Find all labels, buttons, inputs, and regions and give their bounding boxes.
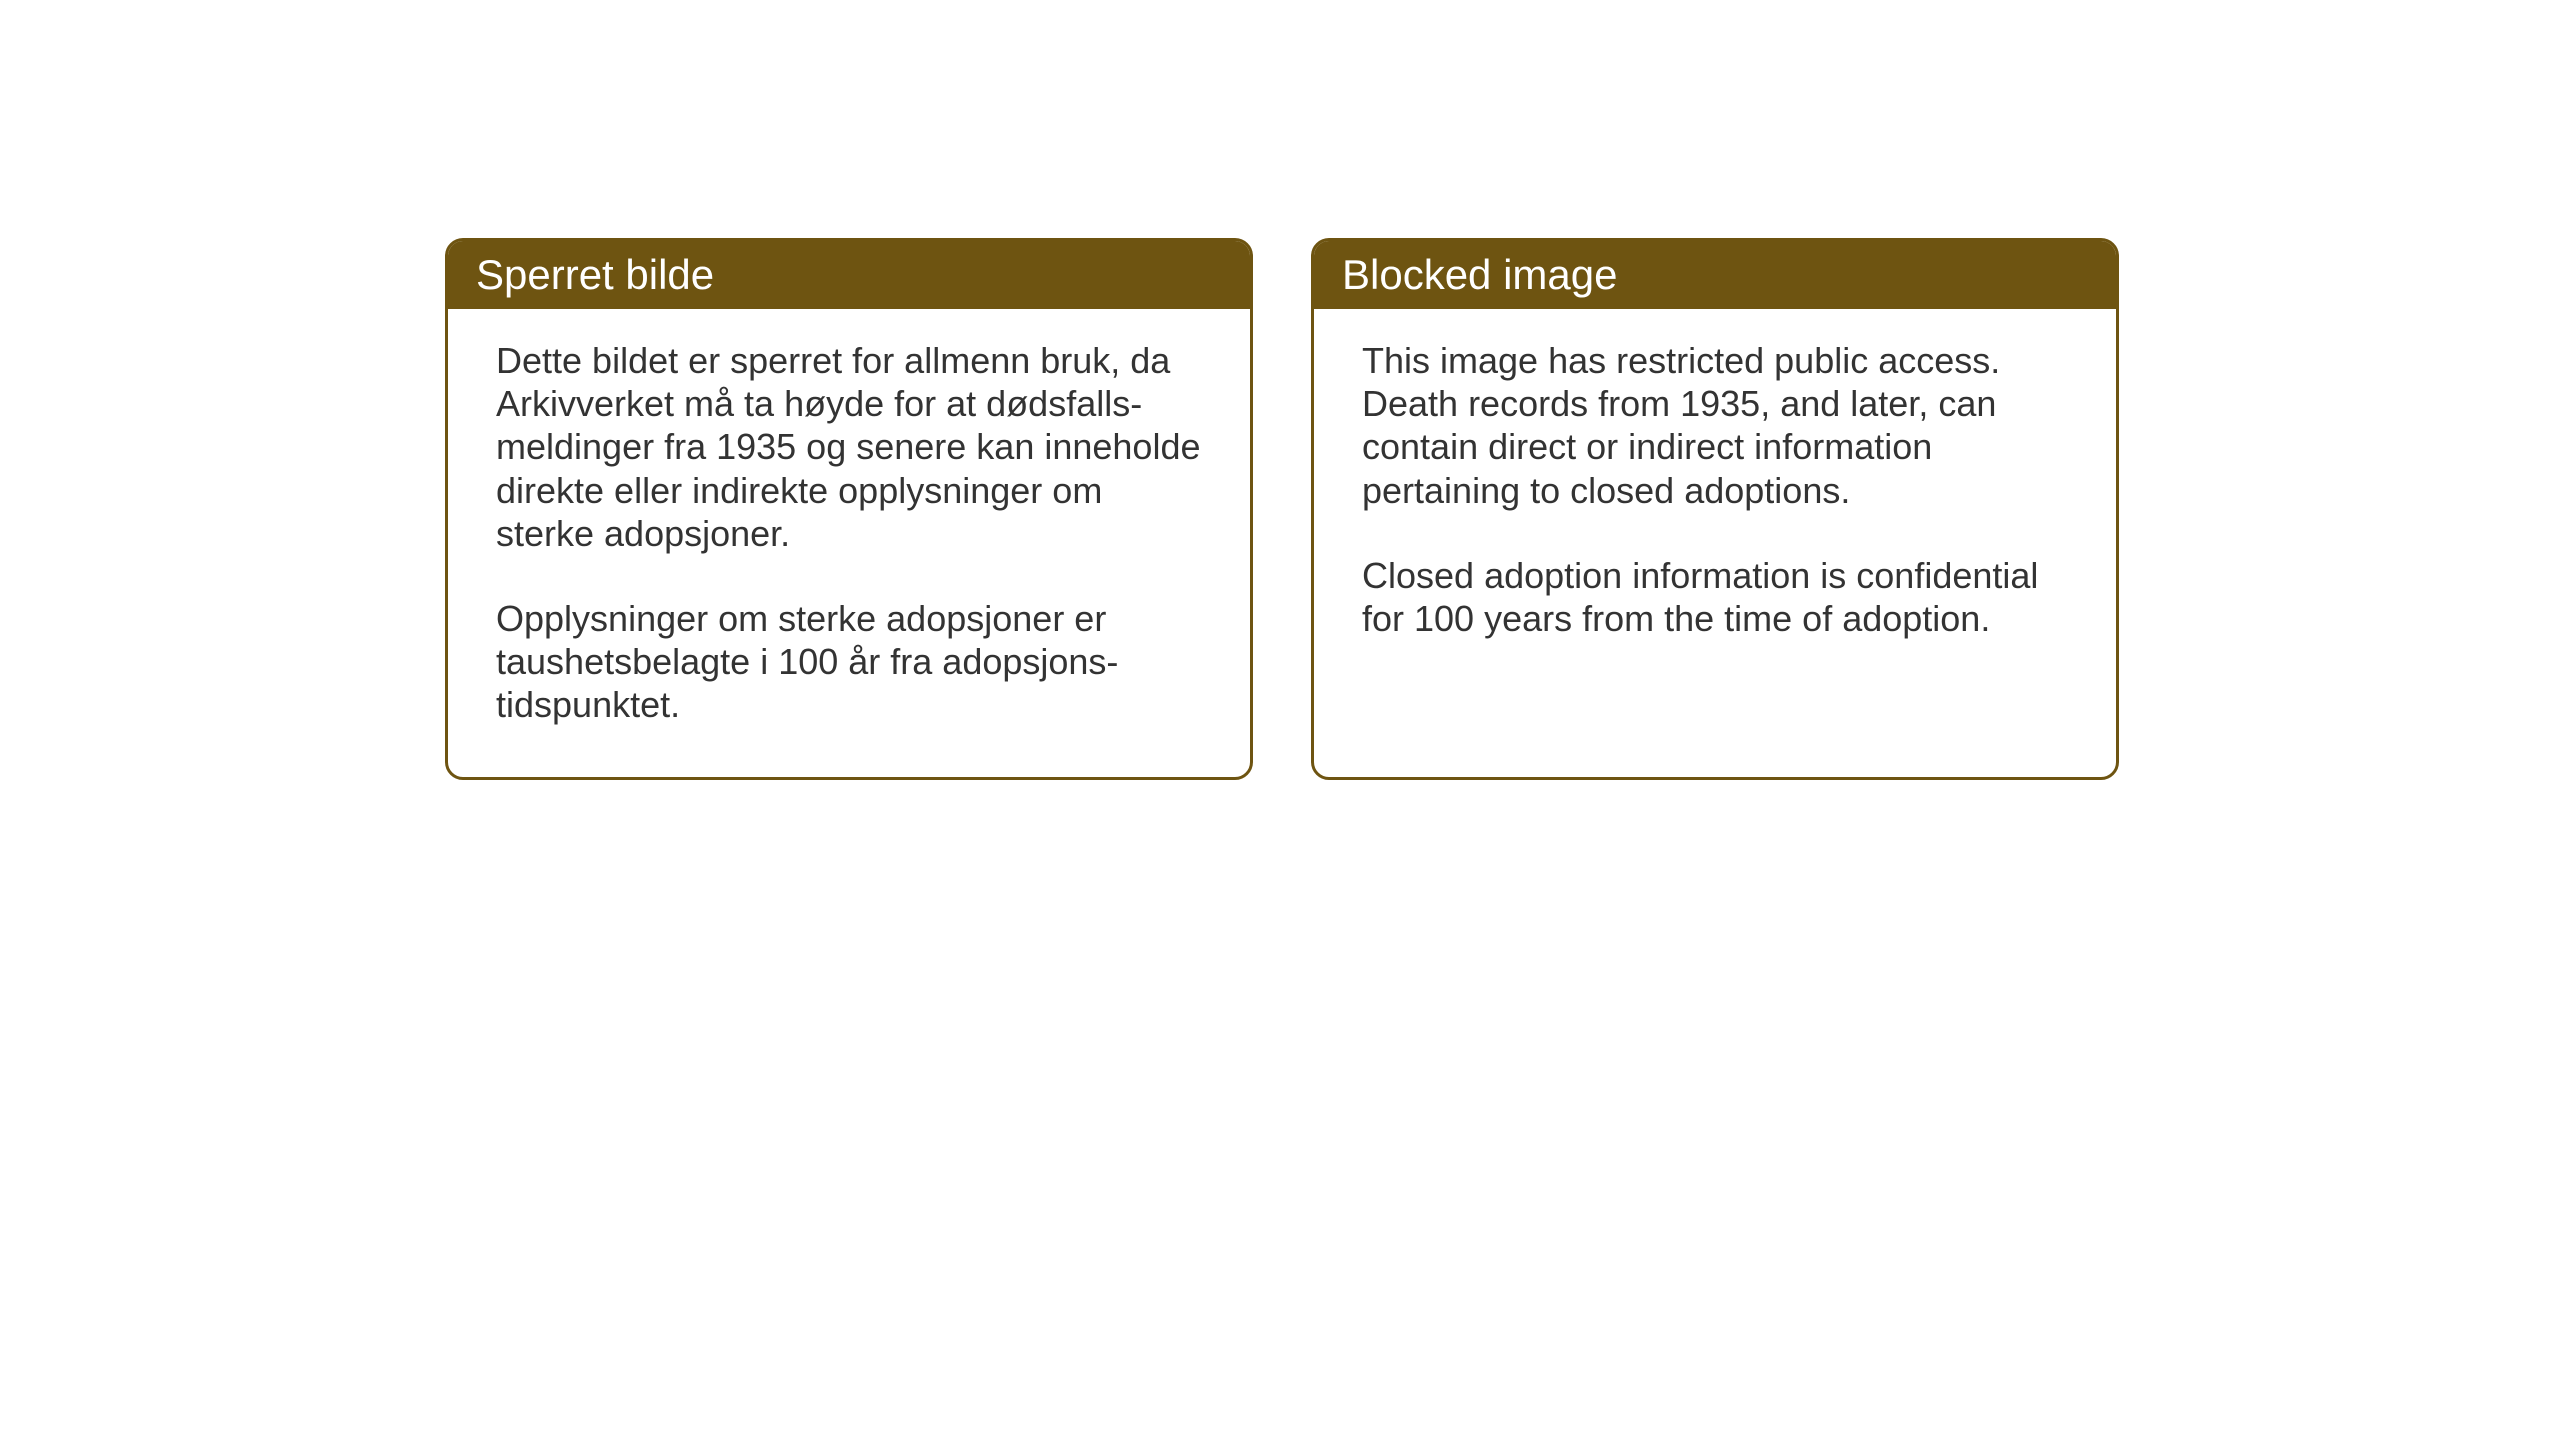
english-notice-card: Blocked image This image has restricted …	[1311, 238, 2119, 780]
norwegian-notice-card: Sperret bilde Dette bildet er sperret fo…	[445, 238, 1253, 780]
notice-cards-container: Sperret bilde Dette bildet er sperret fo…	[445, 238, 2119, 780]
norwegian-card-body: Dette bildet er sperret for allmenn bruk…	[448, 309, 1250, 777]
english-paragraph-2: Closed adoption information is confident…	[1362, 554, 2068, 640]
norwegian-card-header: Sperret bilde	[448, 241, 1250, 309]
english-card-body: This image has restricted public access.…	[1314, 309, 2116, 699]
english-paragraph-1: This image has restricted public access.…	[1362, 339, 2068, 512]
english-card-header: Blocked image	[1314, 241, 2116, 309]
norwegian-paragraph-1: Dette bildet er sperret for allmenn bruk…	[496, 339, 1202, 555]
norwegian-paragraph-2: Opplysninger om sterke adopsjoner er tau…	[496, 597, 1202, 727]
